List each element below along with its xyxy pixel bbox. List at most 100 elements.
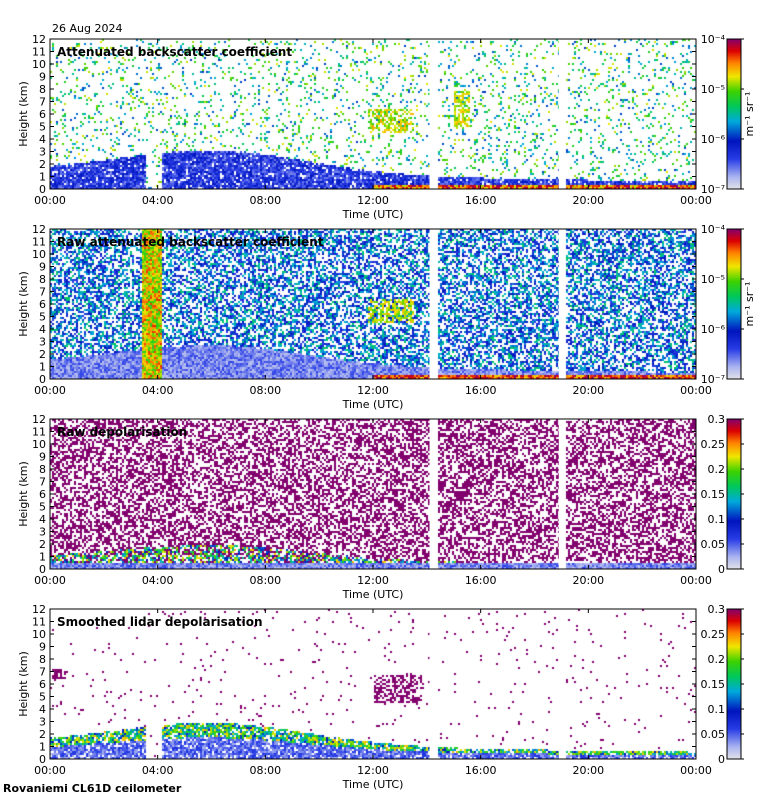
colorbar-tick-label: 0.05 <box>701 538 726 551</box>
x-tick-label: 16:00 <box>465 194 497 207</box>
y-tick-label: 4 <box>39 513 46 526</box>
x-tick-label: 00:00 <box>680 574 712 587</box>
y-tick-label: 5 <box>39 311 46 324</box>
y-tick-label: 12 <box>32 223 46 236</box>
y-tick-label: 5 <box>39 121 46 134</box>
x-tick-label: 20:00 <box>572 574 604 587</box>
x-tick-label: 00:00 <box>34 574 66 587</box>
x-tick-label: 00:00 <box>680 764 712 777</box>
y-tick-label: 10 <box>32 58 46 71</box>
y-tick-label: 8 <box>39 83 46 96</box>
y-tick-label: 12 <box>32 33 46 46</box>
y-tick-label: 10 <box>32 248 46 261</box>
y-tick-label: 8 <box>39 463 46 476</box>
y-tick-label: 5 <box>39 691 46 704</box>
colorbar-tick-label: 0.3 <box>708 413 726 426</box>
x-tick-label: 08:00 <box>249 574 281 587</box>
colorbar-units: m⁻¹ sr⁻¹ <box>743 92 756 137</box>
y-axis-label: Height (km) <box>17 81 30 147</box>
instrument-label: Rovaniemi CL61D ceilometer <box>3 782 182 795</box>
y-tick-label: 1 <box>39 171 46 184</box>
heatmap-image <box>50 609 696 759</box>
y-tick-label: 5 <box>39 501 46 514</box>
heatmap-image <box>50 229 696 379</box>
colorbar-tick-label: 0.1 <box>708 513 726 526</box>
x-tick-label: 00:00 <box>34 384 66 397</box>
y-tick-label: 0 <box>39 373 46 386</box>
x-tick-label: 12:00 <box>357 574 389 587</box>
y-axis-label: Height (km) <box>17 271 30 337</box>
y-tick-label: 3 <box>39 716 46 729</box>
x-tick-label: 08:00 <box>249 764 281 777</box>
colorbar-tick-label: 10⁻⁶ <box>701 323 726 336</box>
colorbar-tick-label: 0.25 <box>701 628 726 641</box>
colorbar-tick-label: 0 <box>718 753 725 766</box>
x-tick-label: 00:00 <box>680 384 712 397</box>
y-tick-label: 6 <box>39 488 46 501</box>
x-axis-label: Time (UTC) <box>342 778 404 791</box>
x-tick-label: 20:00 <box>572 194 604 207</box>
x-tick-label: 04:00 <box>142 574 174 587</box>
x-tick-label: 00:00 <box>34 764 66 777</box>
data-gap <box>429 419 438 569</box>
panel-title: Attenuated backscatter coefficient <box>57 45 292 59</box>
y-tick-label: 8 <box>39 273 46 286</box>
x-axis-label: Time (UTC) <box>342 398 404 411</box>
colorbar-tick-label: 10⁻⁴ <box>701 223 726 236</box>
data-gap <box>429 229 438 379</box>
x-tick-label: 16:00 <box>465 384 497 397</box>
y-tick-label: 10 <box>32 438 46 451</box>
x-axis-label: Time (UTC) <box>342 588 404 601</box>
y-tick-label: 2 <box>39 538 46 551</box>
colorbar-tick-label: 10⁻⁴ <box>701 33 726 46</box>
x-tick-label: 04:00 <box>142 764 174 777</box>
panel-title: Raw depolarisation <box>57 425 187 439</box>
x-tick-label: 20:00 <box>572 764 604 777</box>
y-tick-label: 6 <box>39 108 46 121</box>
y-tick-label: 0 <box>39 753 46 766</box>
colorbar-tick-label: 10⁻⁷ <box>701 373 725 386</box>
y-tick-label: 6 <box>39 298 46 311</box>
panel-title: Smoothed lidar depolarisation <box>57 615 263 629</box>
y-tick-label: 7 <box>39 666 46 679</box>
colorbar-tick-label: 0.1 <box>708 703 726 716</box>
y-tick-label: 11 <box>32 236 46 249</box>
panel-title: Raw attenuated backscatter coefficient <box>57 235 324 249</box>
x-tick-label: 12:00 <box>357 764 389 777</box>
y-tick-label: 6 <box>39 678 46 691</box>
y-tick-label: 1 <box>39 741 46 754</box>
colorbar <box>726 418 742 570</box>
x-tick-label: 04:00 <box>142 194 174 207</box>
y-tick-label: 7 <box>39 96 46 109</box>
data-gap <box>429 609 438 759</box>
y-tick-label: 9 <box>39 451 46 464</box>
y-axis-label: Height (km) <box>17 461 30 527</box>
x-tick-label: 04:00 <box>142 384 174 397</box>
heatmap-image <box>50 39 696 189</box>
y-tick-label: 12 <box>32 603 46 616</box>
x-axis-label: Time (UTC) <box>342 208 404 221</box>
y-tick-label: 3 <box>39 336 46 349</box>
colorbar-tick-label: 0.3 <box>708 603 726 616</box>
colorbar <box>726 38 742 190</box>
x-tick-label: 12:00 <box>357 194 389 207</box>
y-tick-label: 0 <box>39 563 46 576</box>
y-tick-label: 9 <box>39 641 46 654</box>
y-tick-label: 9 <box>39 71 46 84</box>
y-tick-label: 11 <box>32 426 46 439</box>
colorbar-tick-label: 10⁻⁶ <box>701 133 726 146</box>
y-tick-label: 4 <box>39 323 46 336</box>
y-tick-label: 2 <box>39 728 46 741</box>
y-tick-label: 9 <box>39 261 46 274</box>
colorbar-tick-label: 0.2 <box>708 653 726 666</box>
x-tick-label: 16:00 <box>465 764 497 777</box>
colorbar-units: m⁻¹ sr⁻¹ <box>743 282 756 327</box>
colorbar-tick-label: 0 <box>718 563 725 576</box>
y-axis-label: Height (km) <box>17 651 30 717</box>
y-tick-label: 3 <box>39 146 46 159</box>
x-tick-label: 00:00 <box>680 194 712 207</box>
y-tick-label: 2 <box>39 348 46 361</box>
colorbar <box>726 228 742 380</box>
